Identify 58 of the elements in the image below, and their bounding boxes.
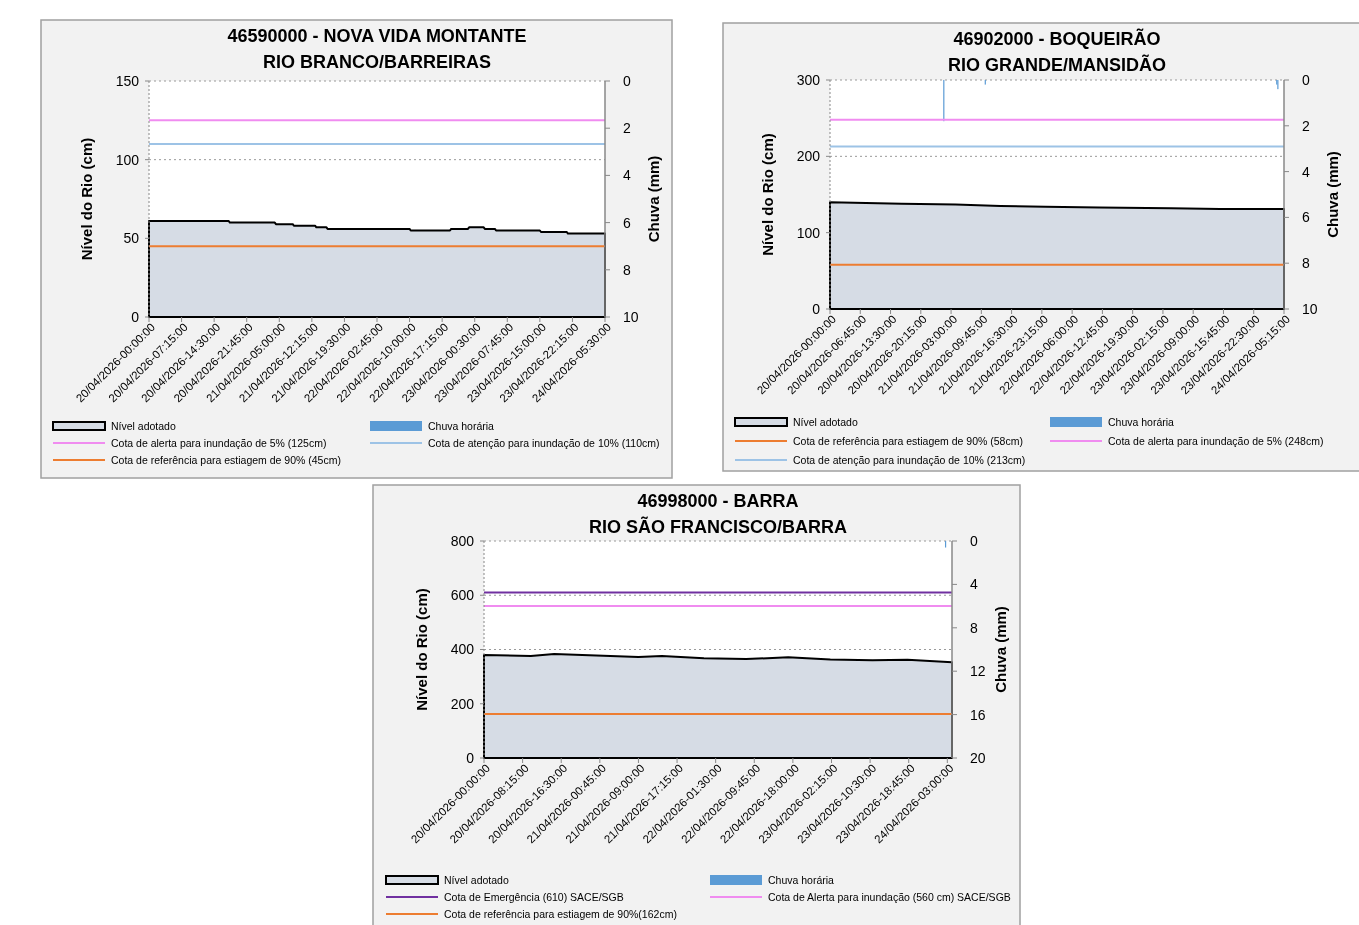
y2-tick-label: 0 [623, 72, 631, 89]
y-tick-label: 300 [796, 71, 821, 88]
chart-title: 46998000 - BARRA [637, 491, 799, 511]
chart-subtitle: RIO SÃO FRANCISCO/BARRA [588, 516, 848, 537]
legend-label: Cota de alerta para inundação de 5% (248cm) [1108, 434, 1324, 447]
y2-axis-title: Chuva (mm) [992, 606, 1009, 693]
legend-label: Nível adotado [111, 419, 176, 432]
y-tick-label: 150 [115, 72, 140, 89]
legend-label: Nível adotado [793, 415, 858, 428]
y2-tick-label: 6 [623, 214, 631, 231]
y-tick-label: 0 [812, 300, 821, 317]
y2-tick-label: 12 [970, 663, 986, 680]
y2-tick-label: 8 [1302, 255, 1310, 272]
y-axis-title: Nível do Rio (cm) [759, 133, 776, 256]
y-tick-label: 100 [115, 151, 140, 168]
chart-subtitle: RIO BRANCO/BARREIRAS [262, 52, 492, 72]
y2-tick-label: 8 [623, 261, 631, 278]
y2-tick-label: 10 [1302, 300, 1318, 317]
y-tick-label: 600 [450, 587, 475, 604]
y-axis-title: Nível do Rio (cm) [413, 588, 430, 711]
legend-label: Chuva horária [768, 873, 835, 886]
y2-tick-label: 2 [623, 120, 631, 137]
y-tick-label: 200 [450, 695, 475, 712]
y-tick-label: 0 [131, 308, 140, 325]
y2-tick-label: 0 [970, 532, 978, 549]
legend-label: Cota de Emergência (610) SACE/SGB [444, 890, 624, 903]
legend-label: Cota de Alerta para inundação (560 cm) SACE/SGB [768, 890, 1011, 903]
y2-tick-label: 0 [1302, 71, 1310, 88]
y2-axis-title: Chuva (mm) [645, 155, 662, 243]
y2-tick-label: 20 [970, 749, 986, 766]
legend-label: Cota de atenção para inundação de 10% (213cm) [793, 453, 1026, 466]
legend-label: Cota de referência para estiagem de 90% (45cm) [111, 453, 341, 466]
legend-label: Cota de referência para estiagem de 90% (58cm) [793, 434, 1023, 447]
y-tick-label: 200 [796, 148, 821, 165]
y-tick-label: 0 [466, 749, 475, 766]
chart-title: 46590000 - NOVA VIDA MONTANTE [227, 26, 527, 46]
legend-label: Nível adotado [444, 873, 509, 886]
y-axis-title: Nível do Rio (cm) [78, 137, 95, 261]
y2-tick-label: 16 [970, 706, 986, 723]
y-tick-label: 800 [450, 532, 475, 549]
y2-tick-label: 2 [1302, 117, 1310, 134]
y-tick-label: 400 [450, 641, 475, 658]
y2-tick-label: 4 [1302, 163, 1310, 180]
legend-label: Cota de alerta para inundação de 5% (125cm) [111, 436, 327, 449]
legend-label: Chuva horária [428, 419, 495, 432]
y2-axis-title: Chuva (mm) [1324, 151, 1341, 238]
y2-tick-label: 4 [970, 576, 978, 593]
y-tick-label: 100 [796, 224, 821, 241]
y2-tick-label: 6 [1302, 209, 1310, 226]
chart-title: 46902000 - BOQUEIRÃO [953, 28, 1161, 49]
y2-tick-label: 8 [970, 619, 978, 636]
legend-label: Chuva horária [1108, 415, 1175, 428]
legend-label: Cota de atenção para inundação de 10% (110cm) [428, 436, 660, 449]
y2-tick-label: 10 [623, 308, 639, 325]
chart-subtitle: RIO GRANDE/MANSIDÃO [947, 54, 1167, 75]
y-tick-label: 50 [123, 230, 140, 247]
y2-tick-label: 4 [623, 167, 631, 184]
legend-label: Cota de referência para estiagem de 90%(162cm) [444, 907, 677, 920]
